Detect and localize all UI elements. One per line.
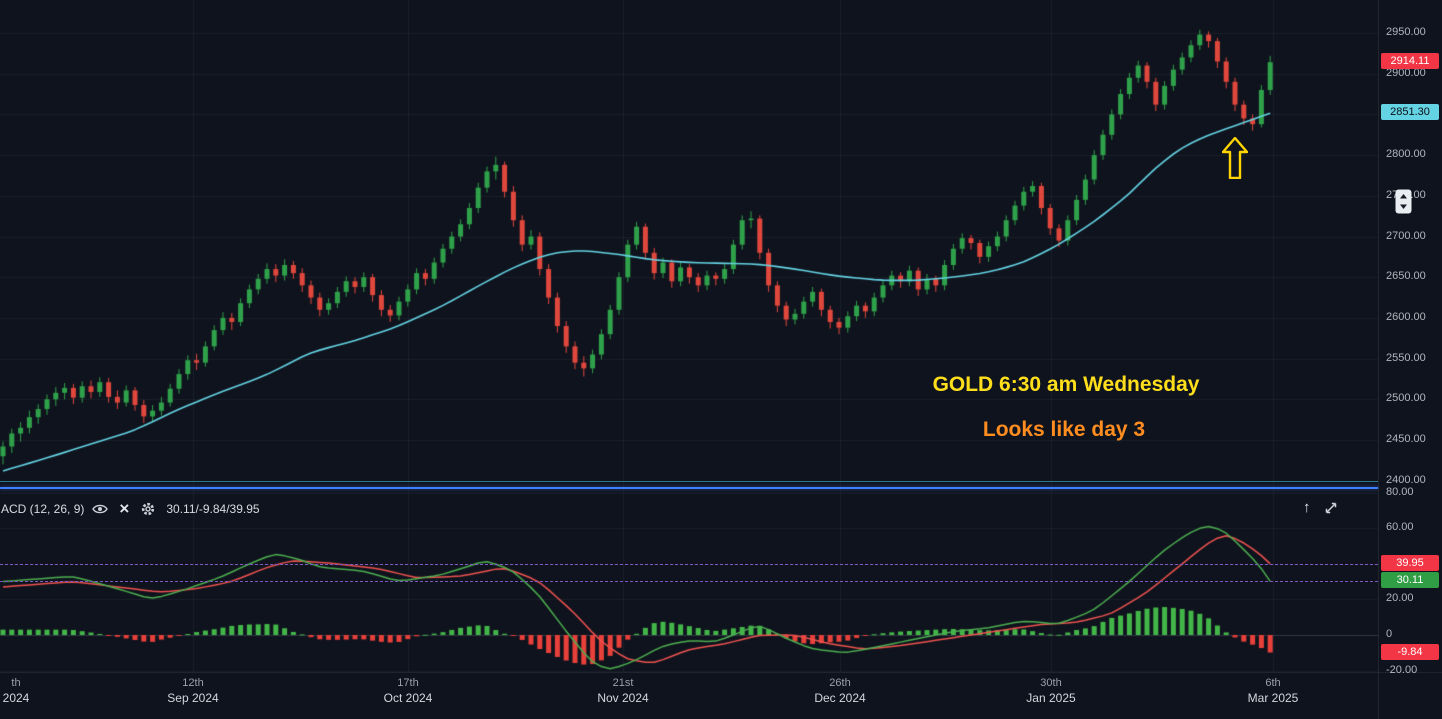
signal-value-badge: 39.95 [1381, 554, 1439, 571]
indicator-values: 30.11/-9.84/39.95 [166, 502, 260, 516]
time-axis-month-label: Nov 2024 [597, 691, 649, 705]
move-pane-up-icon[interactable]: ↑ [1303, 499, 1311, 516]
price-axis-label: 2650.00 [1386, 270, 1426, 283]
indicator-axis-label: 20.00 [1386, 592, 1414, 605]
price-axis-label: 2800.00 [1386, 148, 1426, 161]
time-axis[interactable]: th 2024 12th Sep 2024 17th Oct 2024 21st Nov 20… [0, 672, 1442, 719]
time-axis-month-label: Oct 2024 [383, 691, 433, 705]
price-axis-label: 2500.00 [1386, 392, 1426, 405]
indicator-header: ACD (12, 26, 9) × 30.11/-9.84/39.95 [1, 500, 260, 518]
time-axis-day-label: 12th [182, 677, 204, 689]
level-line-2400[interactable] [0, 481, 1378, 482]
pane-divider[interactable] [0, 487, 1378, 489]
time-axis-day-label: 17th [397, 677, 419, 689]
time-axis-day-label: 30th [1040, 677, 1062, 689]
time-axis-month-label: Sep 2024 [167, 691, 219, 705]
close-icon[interactable]: × [119, 499, 130, 518]
price-axis-label: 2400.00 [1386, 473, 1426, 486]
price-axis-label: 2550.00 [1386, 351, 1426, 364]
ma-price-badge: 2851.30 [1381, 104, 1439, 121]
price-axis-label: 2900.00 [1386, 66, 1426, 79]
price-axis[interactable]: 2950.002900.002800.002750.002700.002650.… [1378, 0, 1442, 719]
eye-icon[interactable] [92, 501, 109, 517]
maximize-pane-icon[interactable] [1323, 500, 1339, 516]
pane-buttons: ↑ [1303, 499, 1339, 516]
macd-value-badge: 30.11 [1381, 572, 1439, 589]
annotation-gold-time[interactable]: GOLD 6:30 am Wednesday [932, 373, 1200, 396]
gear-icon[interactable] [140, 501, 156, 517]
time-axis-month-label: Mar 2025 [1247, 691, 1299, 705]
up-arrow-annotation[interactable] [1222, 137, 1248, 179]
price-axis-label: 2700.00 [1386, 229, 1426, 242]
macd-level-line[interactable] [0, 564, 1378, 565]
macd-level-line[interactable] [0, 581, 1378, 582]
price-scale-drag-icon[interactable] [1395, 189, 1412, 219]
histogram-value-badge: -9.84 [1381, 643, 1439, 660]
time-axis-day-label: 21st [612, 677, 634, 689]
indicator-axis-label: 0 [1386, 628, 1393, 640]
price-axis-label: 2600.00 [1386, 310, 1426, 323]
price-axis-label: 2950.00 [1386, 26, 1426, 38]
indicator-axis-label: 60.00 [1386, 521, 1414, 534]
last-price-badge: 2914.11 [1381, 53, 1439, 70]
time-axis-day-label: 6th [1265, 677, 1281, 689]
price-axis-label: 2450.00 [1386, 433, 1426, 445]
time-axis-day-label: 26th [829, 677, 851, 689]
time-axis-month-label: 2024 [2, 691, 30, 705]
time-axis-month-label: Dec 2024 [814, 691, 866, 705]
indicator-axis-label: 80.00 [1386, 485, 1414, 498]
time-axis-month-label: Jan 2025 [1026, 691, 1076, 705]
time-axis-day-label: th [11, 677, 21, 689]
indicator-title[interactable]: ACD (12, 26, 9) [1, 502, 85, 516]
annotation-day3[interactable]: Looks like day 3 [982, 418, 1146, 441]
indicator-axis-label: -20.00 [1386, 663, 1418, 676]
